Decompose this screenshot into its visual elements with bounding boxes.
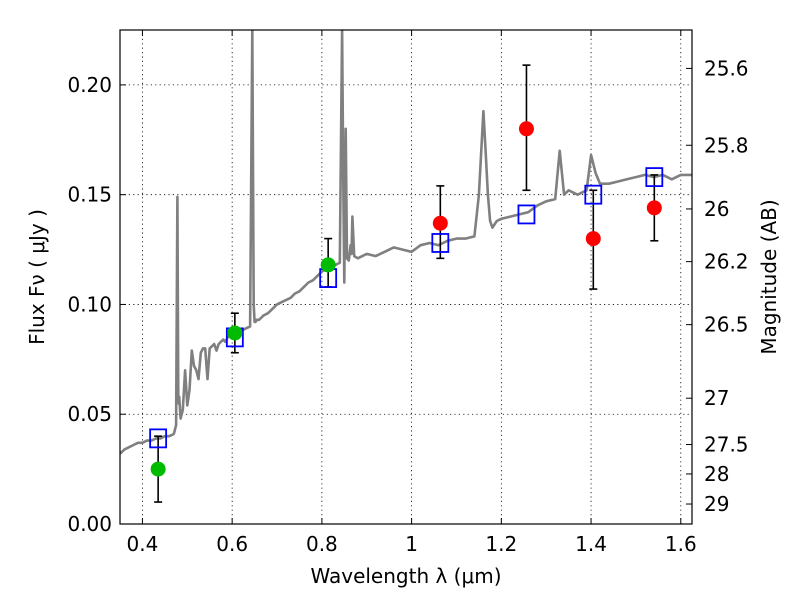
model-photometry-square: [517, 204, 536, 225]
x-tick-label: 1.2: [485, 532, 517, 556]
observed-point-red: [432, 215, 448, 231]
observed-point-red: [518, 121, 534, 137]
right-tick-label: 25.6: [704, 56, 749, 80]
y-tick-label: 0.15: [67, 183, 112, 207]
right-tick-label: 25.8: [704, 133, 749, 157]
y-axis-title: Flux Fν ( μJy ): [25, 209, 49, 345]
model-photometry-square: [584, 184, 603, 205]
observed-point-red: [585, 231, 601, 247]
x-tick-label: 0.4: [127, 532, 159, 556]
x-tick-label: 0.6: [216, 532, 248, 556]
plot-frame: [119, 29, 693, 525]
observed-point-green: [150, 461, 166, 477]
model-photometry-square: [645, 167, 664, 188]
observed-point-green: [227, 325, 243, 341]
right-tick-label: 26: [704, 197, 729, 221]
y-tick-label: 0.05: [67, 402, 112, 426]
x-tick-label: 1.4: [575, 532, 607, 556]
x-tick-label: 0.8: [306, 532, 338, 556]
y-tick-label: 0.10: [67, 292, 112, 316]
x-tick-label: 1: [405, 532, 418, 556]
right-axis-title: Magnitude (AB): [757, 199, 781, 354]
right-tick-label: 27.5: [704, 433, 749, 457]
x-tick-label: 1.6: [665, 532, 697, 556]
right-tick-label: 28: [704, 462, 729, 486]
right-tick-label: 27: [704, 386, 729, 410]
right-tick-label: 26.2: [704, 250, 749, 274]
observed-point-red: [646, 200, 662, 216]
data-markers: [149, 121, 664, 477]
right-tick-label: 26.5: [704, 313, 749, 337]
model-photometry-square: [431, 233, 450, 253]
axes-ticks: 0.4 0.6 0.8 1 1.2 1.4 1.6 0.00 0.05 0.10 0.15 0.20 2…: [67, 30, 749, 556]
x-axis-title: Wavelength λ (μm): [310, 564, 501, 588]
observed-point-green: [320, 257, 336, 273]
model-photometry-square: [149, 428, 168, 449]
y-tick-label: 0.00: [67, 512, 112, 536]
y-tick-label: 0.20: [67, 73, 112, 97]
right-tick-label: 29: [704, 492, 729, 516]
